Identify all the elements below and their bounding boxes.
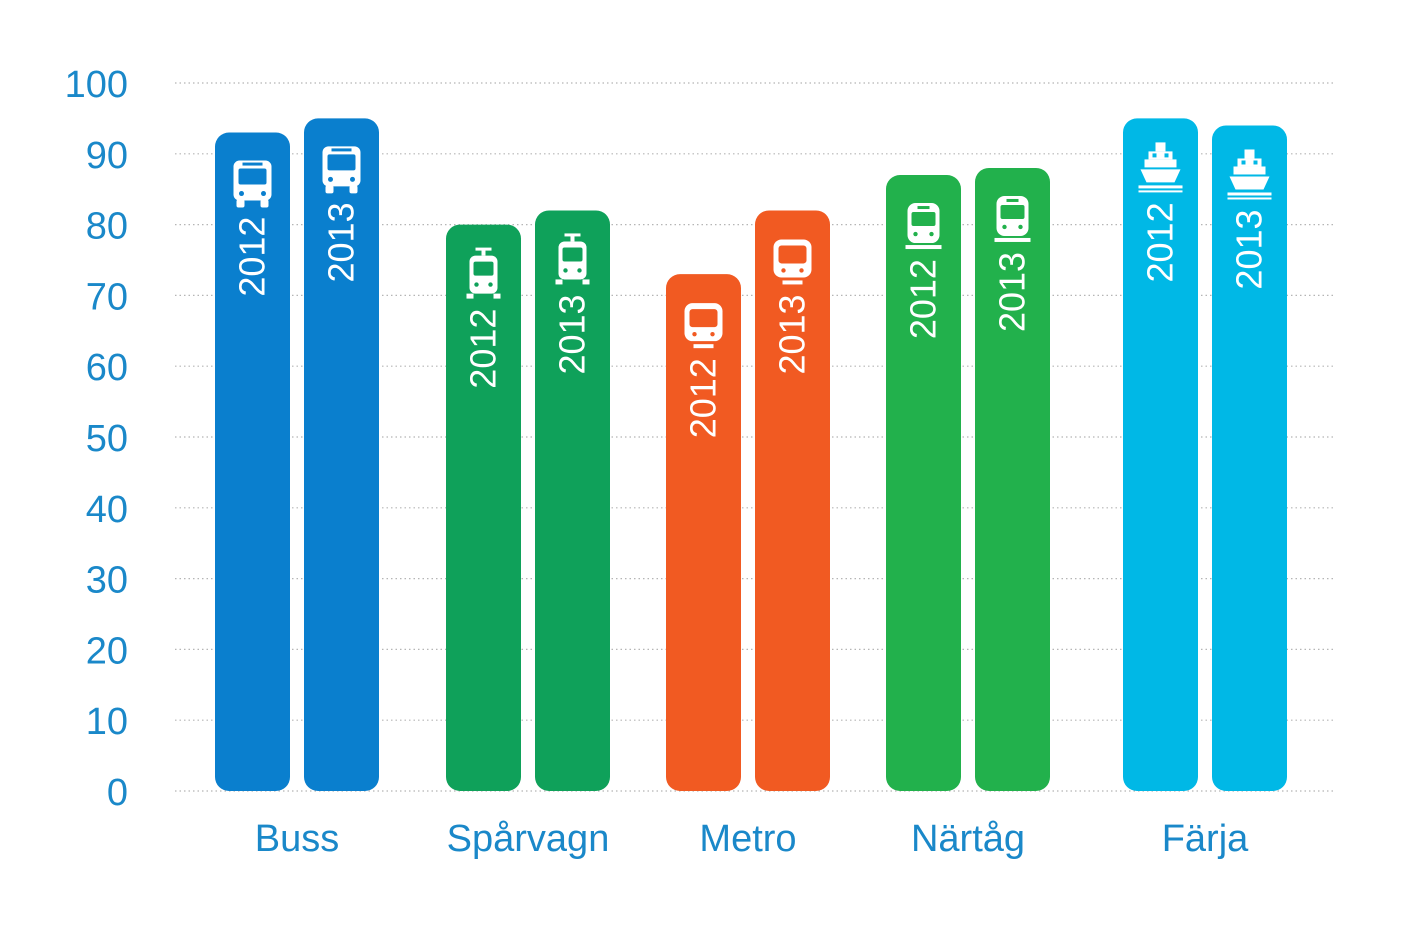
bar-group: 2012 bbox=[1123, 118, 1198, 791]
bar bbox=[1123, 118, 1198, 791]
y-tick-label: 30 bbox=[86, 560, 128, 602]
bar-year-label: 2013 bbox=[552, 294, 593, 374]
ferry-icon bbox=[1227, 149, 1272, 200]
bar-year-label: 2013 bbox=[1229, 209, 1270, 289]
x-axis-categories: Buss Spårvagn Metro Närtåg Färja bbox=[255, 818, 1249, 860]
bar-year-label: 2012 bbox=[463, 309, 504, 389]
bar bbox=[975, 167, 1050, 791]
bar bbox=[666, 274, 741, 791]
tram-icon bbox=[466, 247, 501, 299]
y-tick-label: 60 bbox=[86, 347, 128, 389]
y-axis-ticks: 0 10 20 30 40 50 60 70 80 90 100 bbox=[65, 64, 128, 814]
bars: 2012 2013 2012 2013 2012 2013 2012 2013 2012 2013 bbox=[215, 118, 1287, 792]
bar-group: 2012 bbox=[666, 274, 741, 791]
category-label: Färja bbox=[1162, 818, 1249, 860]
bar bbox=[446, 224, 521, 792]
train-icon bbox=[905, 203, 942, 250]
bar-year-label: 2013 bbox=[772, 294, 813, 374]
category-label: Närtåg bbox=[911, 818, 1025, 860]
y-tick-label: 70 bbox=[86, 276, 128, 318]
bar-year-label: 2013 bbox=[992, 252, 1033, 332]
y-tick-label: 20 bbox=[86, 630, 128, 672]
bar-group: 2013 bbox=[304, 118, 379, 791]
y-tick-label: 90 bbox=[86, 135, 128, 177]
tram-icon bbox=[555, 233, 590, 285]
bar-year-label: 2013 bbox=[321, 202, 362, 282]
metro-icon bbox=[684, 303, 723, 349]
y-tick-label: 50 bbox=[86, 418, 128, 460]
bar-group: 2013 bbox=[975, 167, 1050, 791]
bar-group: 2013 bbox=[755, 210, 830, 791]
bar-group: 2012 bbox=[886, 175, 961, 792]
bar bbox=[215, 132, 290, 791]
bar-year-label: 2012 bbox=[232, 217, 273, 297]
y-tick-label: 0 bbox=[107, 772, 128, 814]
bar-year-label: 2012 bbox=[683, 358, 724, 438]
bar bbox=[535, 210, 610, 791]
metro-icon bbox=[773, 239, 812, 285]
bar-group: 2012 bbox=[446, 224, 521, 792]
bus-icon bbox=[322, 146, 361, 194]
bar bbox=[886, 175, 961, 792]
bus-icon bbox=[233, 160, 272, 208]
bar-year-label: 2012 bbox=[1140, 202, 1181, 282]
ferry-icon bbox=[1138, 142, 1183, 193]
bar-group: 2013 bbox=[1212, 125, 1287, 792]
category-label: Buss bbox=[255, 818, 339, 860]
category-label: Metro bbox=[699, 818, 796, 860]
y-tick-label: 80 bbox=[86, 206, 128, 248]
bar bbox=[755, 210, 830, 791]
train-icon bbox=[994, 195, 1031, 242]
y-tick-label: 10 bbox=[86, 701, 128, 743]
category-label: Spårvagn bbox=[447, 818, 610, 860]
bar-group: 2013 bbox=[535, 210, 610, 791]
y-tick-label: 100 bbox=[65, 64, 128, 106]
bar-year-label: 2012 bbox=[903, 259, 944, 339]
bar-group: 2012 bbox=[215, 132, 290, 791]
bar bbox=[1212, 125, 1287, 792]
bar bbox=[304, 118, 379, 791]
y-tick-label: 40 bbox=[86, 489, 128, 531]
